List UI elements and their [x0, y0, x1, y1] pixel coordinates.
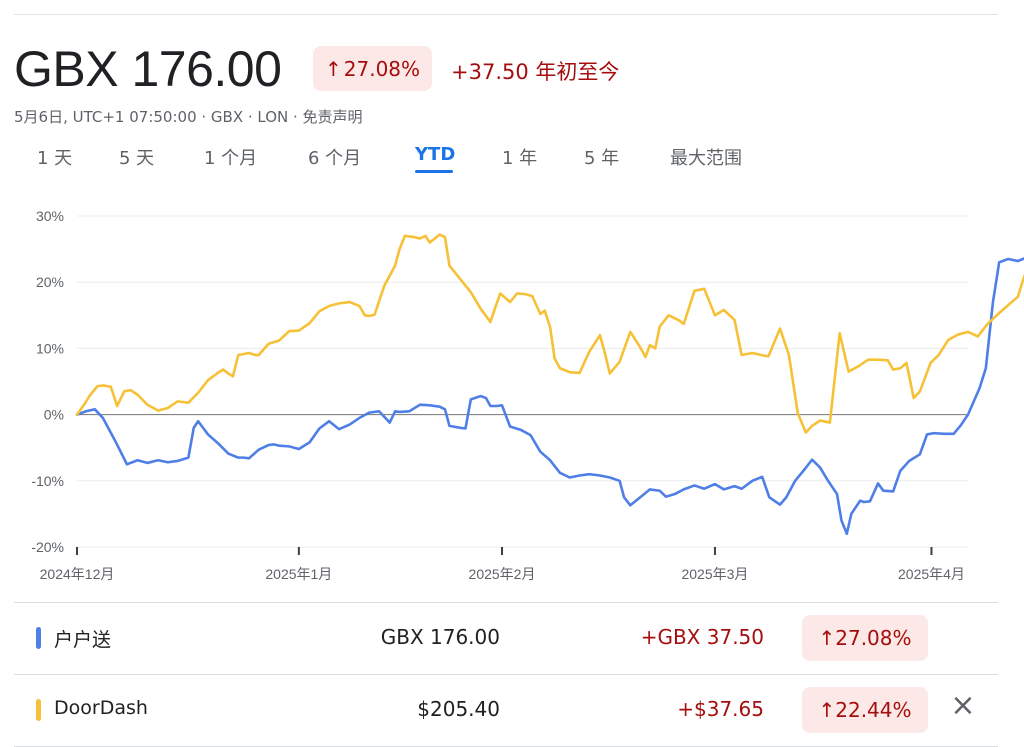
- abs-change-value: +37.50: [451, 60, 529, 84]
- tab-max[interactable]: 最大范围: [670, 148, 742, 169]
- symbol-pct-badge: ↑ 22.44%: [802, 687, 928, 733]
- arrow-up-icon: ↑: [818, 698, 836, 722]
- symbol-name: 户户送: [54, 629, 112, 651]
- period-label: 年初至今: [535, 60, 620, 84]
- symbol-price: $205.40: [417, 697, 500, 721]
- top-divider: [14, 14, 998, 15]
- series-color-marker: [36, 627, 41, 649]
- y-tick-label: 0%: [44, 407, 64, 423]
- row-divider: [14, 674, 998, 675]
- symbol-price: GBX 176.00: [380, 625, 500, 649]
- symbol-pct-value: 27.08%: [835, 626, 912, 650]
- series-color-marker: [36, 699, 41, 721]
- symbol-abs-change: +GBX 37.50: [640, 625, 764, 649]
- pct-change-badge: ↑ 27.08%: [313, 46, 433, 91]
- y-tick-label: 10%: [36, 340, 64, 356]
- tab-5d[interactable]: 5 天: [119, 148, 155, 169]
- y-tick-label: 20%: [36, 274, 64, 290]
- symbol-abs-change: +$37.65: [677, 697, 764, 721]
- comparison-row-0[interactable]: 户户送 GBX 176.00 +GBX 37.50 ↑ 27.08%: [14, 603, 998, 675]
- remove-comparison-close-icon[interactable]: ×: [950, 688, 976, 723]
- current-price: GBX 176.00: [14, 41, 282, 97]
- x-tick-label: 2025年4月: [898, 566, 965, 582]
- symbol-name: DoorDash: [54, 697, 148, 719]
- symbol-pct-badge: ↑ 27.08%: [802, 615, 928, 661]
- tab-1d[interactable]: 1 天: [37, 148, 73, 169]
- tab-5y[interactable]: 5 年: [584, 148, 620, 169]
- series-line-0: [75, 257, 1024, 536]
- tab-1y[interactable]: 1 年: [502, 148, 538, 169]
- price-chart[interactable]: 30% 20% 10% 0% -10% -20% 2024年12月 2025年1月 2025年2…: [0, 195, 1024, 595]
- comparison-row-1[interactable]: DoorDash $205.40 +$37.65 ↑ 22.44% ×: [14, 675, 998, 747]
- y-tick-label: -10%: [31, 473, 64, 489]
- tab-6m[interactable]: 6 个月: [308, 148, 362, 169]
- y-tick-label: -20%: [31, 539, 64, 555]
- y-tick-label: 30%: [36, 208, 64, 224]
- arrow-up-icon: ↑: [818, 626, 836, 650]
- series-line-1: [75, 233, 1024, 434]
- tab-ytd[interactable]: YTD: [415, 144, 456, 165]
- abs-change: +37.50 年初至今: [451, 56, 619, 86]
- x-tick-label: 2025年1月: [265, 566, 332, 582]
- price-meta: 5月6日, UTC+1 07:50:00 · GBX · LON · 免责声明: [14, 108, 363, 126]
- x-tick-label: 2025年3月: [681, 566, 748, 582]
- row-divider: [14, 602, 998, 603]
- tab-1m[interactable]: 1 个月: [204, 148, 258, 169]
- x-tick-label: 2024年12月: [40, 566, 115, 582]
- symbol-pct-value: 22.44%: [835, 698, 912, 722]
- pct-change-value: 27.08%: [343, 56, 421, 81]
- range-tabs: 1 天 5 天 1 个月 6 个月 YTD 1 年 5 年 最大范围: [0, 144, 1024, 180]
- arrow-up-icon: ↑: [325, 56, 342, 81]
- x-tick-label: 2025年2月: [469, 566, 536, 582]
- active-tab-indicator: [415, 170, 453, 173]
